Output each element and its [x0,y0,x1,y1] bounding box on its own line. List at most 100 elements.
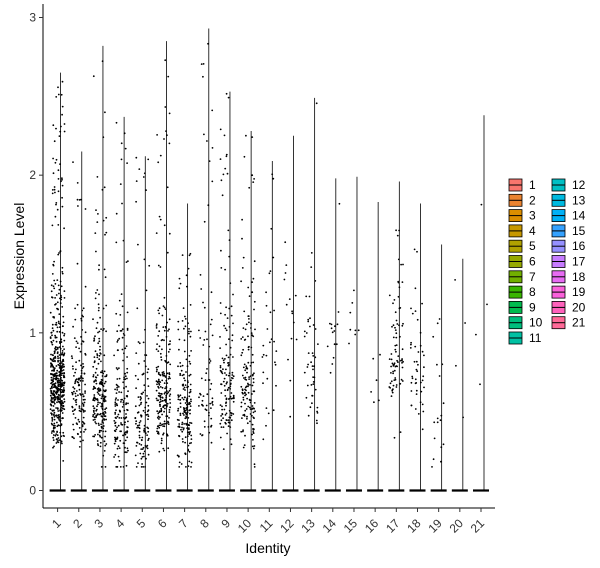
data-point [185,371,187,373]
data-point [262,371,265,374]
data-point [61,80,64,83]
data-point [58,371,60,373]
data-point [102,454,105,457]
x-tick-label: 7 [176,516,191,531]
data-point [249,375,252,378]
data-point [96,405,98,408]
data-point [199,274,202,276]
data-point [142,452,145,455]
data-point [163,224,166,227]
data-point [137,411,140,414]
data-point [226,388,229,391]
data-point [432,335,435,338]
data-point [166,186,169,189]
data-point [243,310,246,313]
data-point [420,390,423,393]
data-point [100,427,103,429]
data-point [185,412,187,414]
data-point [190,330,192,333]
data-point [120,417,123,419]
data-point [53,260,55,263]
data-point [391,325,393,328]
data-point [140,401,143,404]
data-point [181,364,184,367]
data-point [57,363,60,366]
data-point [240,338,243,340]
data-point [168,372,171,374]
data-point [82,380,84,382]
data-point [392,336,395,339]
data-point [188,360,191,363]
x-tick-label: 10 [235,516,255,536]
data-point [349,328,352,331]
data-point [177,365,179,368]
data-point [159,396,162,399]
data-point [122,239,125,242]
data-point [211,397,214,400]
data-point [248,406,251,409]
data-point [220,426,223,428]
data-point [225,382,228,385]
data-point [52,397,55,399]
data-point [93,385,95,388]
data-point [126,426,128,428]
data-point [168,318,171,321]
data-point [55,377,58,380]
data-point [219,404,222,406]
data-point [54,359,56,362]
data-point [119,466,122,468]
data-point [285,264,288,266]
data-point [52,172,55,175]
data-point [247,383,250,386]
data-point [247,348,250,351]
data-point [61,306,64,308]
data-point [118,447,121,449]
data-point [104,444,107,447]
data-point [137,341,140,343]
data-point [120,422,122,424]
violin-group-18 [409,203,426,492]
data-point [50,432,53,434]
data-point [63,339,66,342]
data-point [241,336,244,338]
data-point [160,424,162,427]
data-point [147,439,150,441]
data-point [224,372,226,374]
data-point [78,407,81,409]
data-point [421,350,424,353]
data-point [330,327,333,330]
data-point [52,377,55,379]
data-point [53,385,56,388]
data-point [120,142,123,145]
data-point [230,443,233,446]
data-point [188,328,190,330]
data-point [118,337,121,340]
y-tick-label: 2 [29,168,36,182]
data-point [147,453,150,456]
y-tick-label: 0 [29,484,36,498]
data-point [399,431,402,433]
data-point [240,354,243,357]
data-point [102,219,105,222]
data-point [184,379,186,382]
data-point [188,431,190,434]
data-point [198,405,200,407]
data-point [53,414,55,417]
data-point [178,435,181,437]
data-point [114,403,117,405]
data-point [50,382,52,385]
data-point [210,382,213,385]
data-point [56,301,59,304]
data-point [253,466,256,468]
data-point [55,346,57,349]
data-point [105,443,108,445]
data-point [101,394,104,396]
data-point [62,359,65,361]
data-point [74,318,77,321]
data-point [253,407,256,410]
data-point [168,411,171,413]
data-point [246,371,248,374]
data-point [177,409,179,412]
data-point [224,389,227,392]
